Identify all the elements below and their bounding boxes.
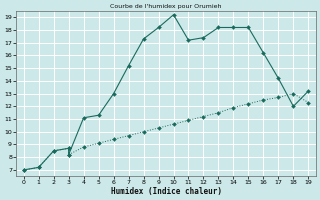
- X-axis label: Humidex (Indice chaleur): Humidex (Indice chaleur): [110, 187, 221, 196]
- Title: Courbe de l'humidex pour Orumieh: Courbe de l'humidex pour Orumieh: [110, 4, 222, 9]
